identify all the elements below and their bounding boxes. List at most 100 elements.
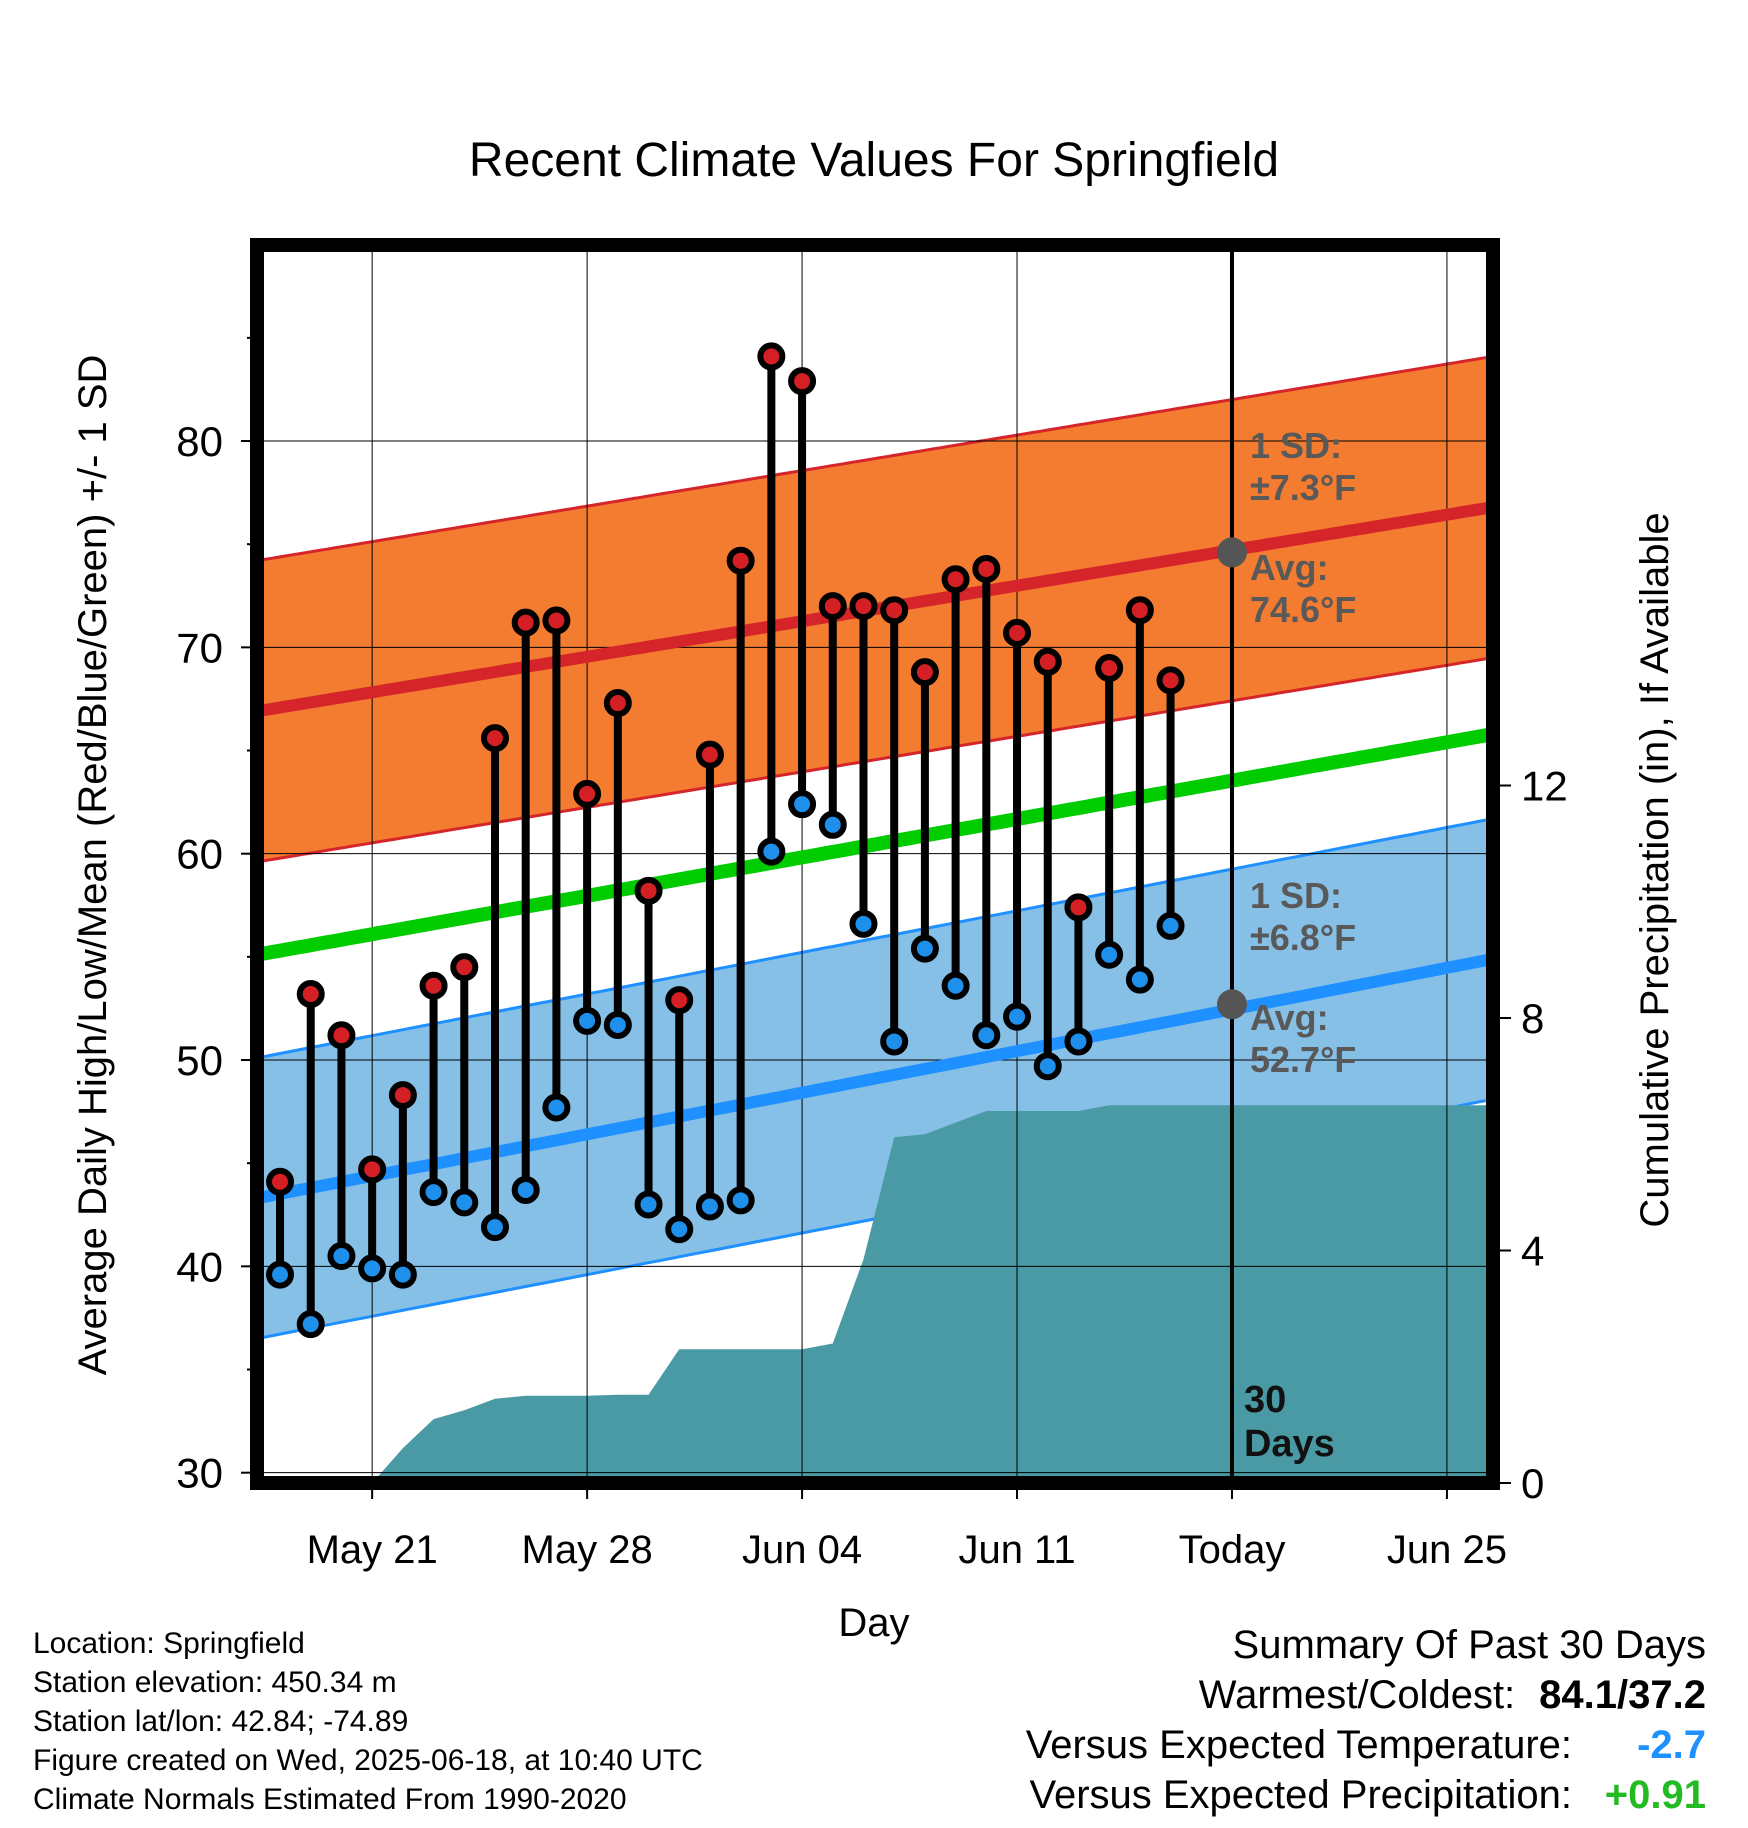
x-tick-label: May 28	[522, 1528, 653, 1572]
summary-precip: Versus Expected Precipitation: +0.91	[1026, 1770, 1706, 1820]
obs-low-point	[788, 790, 817, 819]
summary-title: Summary Of Past 30 Days	[1232, 1623, 1706, 1667]
y-axis-label: Average Daily High/Low/Mean (Red/Blue/Gr…	[71, 355, 115, 1376]
obs-low-point	[450, 1188, 479, 1217]
y-tick-label: 50	[176, 1037, 223, 1084]
warm-cold-value: 84.1/37.2	[1539, 1673, 1706, 1717]
obs-high-point	[757, 342, 786, 371]
obs-low-point	[941, 971, 970, 1000]
obs-high-point	[1156, 666, 1185, 695]
obs-high-point	[266, 1167, 295, 1196]
obs-high-point	[419, 971, 448, 1000]
high-band-lower-edge	[262, 656, 1488, 863]
y2-tick-label: 12	[1521, 763, 1568, 810]
obs-high-point	[972, 554, 1001, 583]
period-count: 30	[1244, 1379, 1286, 1421]
normal-mean-line	[262, 727, 1488, 962]
today-low-avg-marker	[1216, 989, 1247, 1020]
obs-high-point	[296, 979, 325, 1008]
obs-high-point	[910, 658, 939, 687]
obs-high-point	[1095, 653, 1124, 682]
temp-label: Versus Expected Temperature:	[1025, 1723, 1572, 1767]
obs-low-point	[1156, 911, 1185, 940]
obs-high-point	[603, 689, 632, 718]
obs-high-point	[634, 876, 663, 905]
y-tick-label: 60	[176, 831, 223, 878]
created-text: Figure created on Wed, 2025-06-18, at 10…	[33, 1744, 703, 1777]
x-tick-label: Jun 04	[742, 1528, 862, 1572]
high-avg-label: Avg:	[1250, 547, 1329, 588]
obs-high-point	[573, 779, 602, 808]
low-avg-label: Avg:	[1250, 997, 1329, 1038]
y2-tick-label: 8	[1521, 995, 1544, 1042]
elevation-text: Station elevation: 450.34 m	[33, 1666, 397, 1699]
obs-high-point	[480, 724, 509, 753]
plot-frame	[250, 238, 1500, 1490]
obs-low-point	[1033, 1052, 1062, 1081]
location-text: Location: Springfield	[33, 1627, 305, 1660]
obs-high-point	[1003, 618, 1032, 647]
obs-low-point	[726, 1186, 755, 1215]
obs-low-point	[327, 1242, 356, 1271]
obs-high-point	[511, 608, 540, 637]
latlon-text: Station lat/lon: 42.84; -74.89	[33, 1705, 409, 1738]
low-sd-value: ±6.8°F	[1250, 917, 1356, 958]
high-avg-value: 74.6°F	[1250, 589, 1356, 630]
temp-value: -2.7	[1637, 1723, 1706, 1767]
station-info: Location: Springfield Station elevation:…	[33, 1625, 703, 1820]
obs-high-point	[788, 367, 817, 396]
obs-low-point	[542, 1093, 571, 1122]
obs-low-point	[818, 810, 847, 839]
obs-low-point	[665, 1215, 694, 1244]
today-high-avg-marker	[1216, 537, 1247, 568]
low-sd-label: 1 SD:	[1250, 875, 1342, 916]
obs-low-point	[480, 1213, 509, 1242]
obs-high-point	[880, 596, 909, 625]
high-sd-label: 1 SD:	[1250, 425, 1342, 466]
obs-high-point	[665, 986, 694, 1015]
obs-low-point	[419, 1178, 448, 1207]
x-tick-label: Jun 25	[1387, 1528, 1507, 1572]
x-tick-label: Today	[1179, 1528, 1286, 1572]
obs-low-point	[1125, 965, 1154, 994]
obs-low-point	[511, 1176, 540, 1205]
summary-panel: Summary Of Past 30 Days Warmest/Coldest:…	[1026, 1620, 1706, 1820]
high-band-upper-edge	[262, 355, 1488, 562]
obs-high-point	[849, 592, 878, 621]
y-tick-label: 80	[176, 418, 223, 465]
precip-value: +0.91	[1604, 1773, 1706, 1817]
obs-high-point	[388, 1081, 417, 1110]
obs-high-point	[726, 546, 755, 575]
obs-low-point	[757, 837, 786, 866]
obs-low-point	[972, 1021, 1001, 1050]
period-unit: Days	[1244, 1423, 1335, 1465]
obs-low-point	[266, 1260, 295, 1289]
obs-low-point	[910, 934, 939, 963]
precip-area	[376, 1105, 1488, 1478]
obs-low-point	[634, 1190, 663, 1219]
x-tick-label: May 21	[307, 1528, 438, 1572]
y-tick-label: 30	[176, 1450, 223, 1497]
obs-low-point	[1064, 1027, 1093, 1056]
obs-low-point	[1095, 940, 1124, 969]
normals-text: Climate Normals Estimated From 1990-2020	[33, 1783, 627, 1816]
obs-low-point	[358, 1254, 387, 1283]
summary-warm-cold: Warmest/Coldest: 84.1/37.2	[1026, 1670, 1706, 1720]
x-tick-label: Jun 11	[958, 1528, 1075, 1572]
chart-title: Recent Climate Values For Springfield	[469, 134, 1279, 187]
x-axis-label: Day	[838, 1601, 909, 1645]
obs-low-point	[296, 1310, 325, 1339]
obs-low-point	[1003, 1002, 1032, 1031]
obs-high-point	[1125, 596, 1154, 625]
y2-axis-label: Cumulative Precipitation (in), If Availa…	[1633, 512, 1677, 1227]
y-tick-label: 70	[176, 624, 223, 671]
obs-low-point	[695, 1192, 724, 1221]
obs-high-point	[941, 565, 970, 594]
obs-low-point	[880, 1027, 909, 1056]
obs-high-point	[1033, 647, 1062, 676]
obs-high-point	[358, 1155, 387, 1184]
obs-high-point	[327, 1021, 356, 1050]
low-avg-value: 52.7°F	[1250, 1039, 1356, 1080]
obs-high-point	[695, 740, 724, 769]
